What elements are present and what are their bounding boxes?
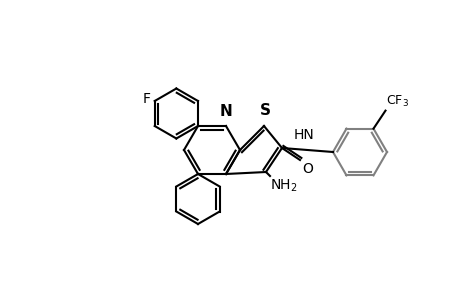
Text: N: N <box>219 104 232 119</box>
Text: NH$_2$: NH$_2$ <box>269 178 297 194</box>
Text: CF$_3$: CF$_3$ <box>386 94 409 109</box>
Text: F: F <box>142 92 151 106</box>
Text: S: S <box>259 103 270 118</box>
Text: O: O <box>302 162 312 176</box>
Text: HN: HN <box>293 128 314 142</box>
